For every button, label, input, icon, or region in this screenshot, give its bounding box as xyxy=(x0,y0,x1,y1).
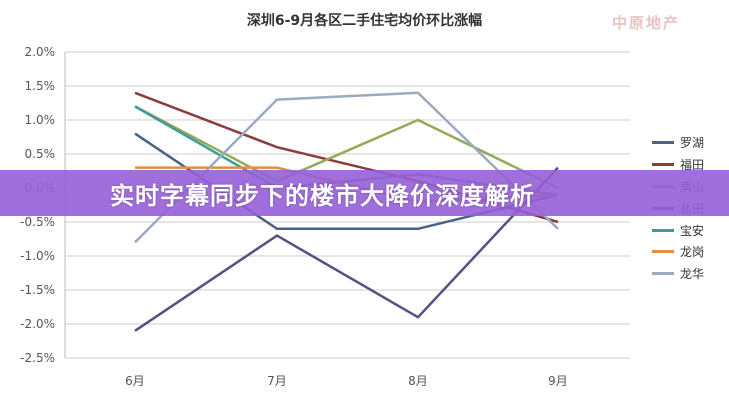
legend-swatch xyxy=(652,163,674,167)
x-tick-label: 9月 xyxy=(548,374,568,388)
legend-swatch xyxy=(652,228,674,232)
watermark-logo: 中原地产 xyxy=(612,14,681,32)
legend-swatch xyxy=(652,272,674,276)
y-tick-label: 1.0% xyxy=(25,113,56,127)
legend-item: 福田 xyxy=(652,154,704,176)
caption-text: 实时字幕同步下的楼市大降价深度解析 xyxy=(110,182,535,210)
legend-item: 龙岗 xyxy=(652,241,704,263)
legend-label: 龙岗 xyxy=(680,245,705,260)
legend-item: 宝安 xyxy=(652,219,704,241)
y-tick-label: 1.5% xyxy=(25,79,56,93)
legend-label: 福田 xyxy=(680,158,705,173)
legend-swatch xyxy=(652,141,674,145)
x-tick-label: 8月 xyxy=(408,374,428,388)
legend-label: 罗湖 xyxy=(680,136,705,151)
legend-item: 罗湖 xyxy=(652,132,704,154)
y-tick-label: -2.0% xyxy=(20,317,55,331)
y-tick-label: 0.5% xyxy=(25,147,56,161)
legend-label: 宝安 xyxy=(680,223,705,238)
caption-banner xyxy=(0,170,729,216)
legend-swatch xyxy=(652,250,674,254)
series-line-南山 xyxy=(134,105,559,190)
x-tick-label: 7月 xyxy=(267,374,287,388)
y-tick-label: -0.5% xyxy=(20,215,55,229)
chart-title: 深圳6-9月各区二手住宅均价环比涨幅 xyxy=(246,13,483,29)
legend-label: 龙华 xyxy=(680,267,705,282)
y-tick-label: -1.0% xyxy=(20,249,55,263)
y-tick-label: -2.5% xyxy=(20,351,55,365)
legend-item: 龙华 xyxy=(652,263,704,285)
series-line-盐田 xyxy=(134,166,559,332)
y-tick-label: 2.0% xyxy=(25,45,56,59)
y-tick-label: -1.5% xyxy=(20,283,55,297)
x-tick-label: 6月 xyxy=(125,374,145,388)
